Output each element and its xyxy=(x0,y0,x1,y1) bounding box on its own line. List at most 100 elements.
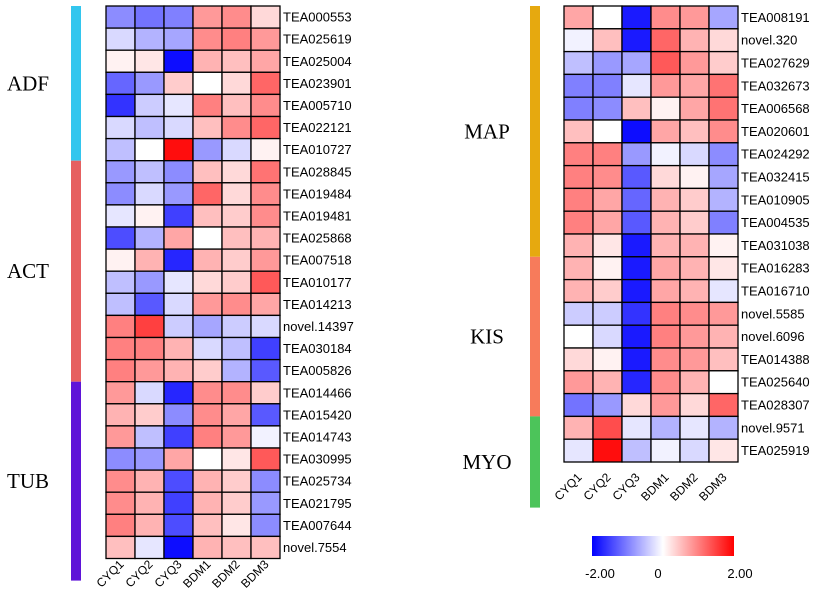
heatmap-cell xyxy=(592,142,623,167)
heatmap-cell xyxy=(134,49,165,73)
heatmap-cell xyxy=(621,73,652,98)
heatmap-cell xyxy=(192,93,223,118)
heatmap-cell xyxy=(163,336,194,361)
heatmap-cell xyxy=(105,160,136,184)
heatmap-cell xyxy=(250,469,281,493)
heatmap-cell xyxy=(621,119,652,144)
heatmap-cell xyxy=(708,370,739,395)
heatmap-cell xyxy=(221,204,252,228)
heatmap-cell xyxy=(134,160,165,184)
legend-min-label: -2.00 xyxy=(585,566,615,581)
heatmap-cell xyxy=(192,27,223,51)
heatmap-cell xyxy=(105,513,136,538)
heatmap-cell xyxy=(650,164,681,190)
heatmap-cell xyxy=(134,248,165,272)
heatmap-cell xyxy=(679,278,710,304)
heatmap-cell xyxy=(221,115,252,140)
heatmap-cell xyxy=(563,210,594,235)
heatmap-cell xyxy=(105,49,136,73)
heatmap-cell xyxy=(708,438,739,463)
column-label: BDM3 xyxy=(696,470,730,504)
heatmap-cell xyxy=(650,210,681,235)
heatmap-cell xyxy=(708,142,739,167)
row-label: novel.14397 xyxy=(283,319,354,334)
row-label: TEA019484 xyxy=(283,186,352,201)
group-color-bar xyxy=(71,160,81,382)
heatmap-cell xyxy=(105,403,136,427)
heatmap-cell xyxy=(192,137,223,162)
heatmap-cell xyxy=(163,248,194,272)
heatmap-cell xyxy=(563,438,594,463)
heatmap-cell xyxy=(650,347,681,372)
heatmap-cell xyxy=(650,415,681,440)
heatmap-cell xyxy=(592,301,623,326)
row-label: TEA000553 xyxy=(283,10,352,25)
group-label: TUB xyxy=(7,469,49,493)
heatmap-cell xyxy=(192,248,223,272)
heatmap-cell xyxy=(105,137,136,162)
heatmap-cell xyxy=(592,278,623,304)
row-label: TEA024292 xyxy=(741,147,810,162)
column-label: CYQ3 xyxy=(610,470,643,503)
heatmap-cell xyxy=(650,278,681,304)
heatmap-cell xyxy=(192,115,223,140)
heatmap-cell xyxy=(134,182,165,206)
heatmap-cell xyxy=(679,233,710,258)
heatmap-cell xyxy=(134,381,165,405)
heatmap-cell xyxy=(221,5,252,29)
heatmap-cell xyxy=(134,71,165,96)
heatmap-cell xyxy=(163,314,194,339)
row-label: TEA005826 xyxy=(283,363,352,378)
heatmap-cell xyxy=(250,115,281,140)
heatmap-cell xyxy=(192,491,223,515)
heatmap-cell xyxy=(708,347,739,372)
heatmap-cell xyxy=(250,513,281,538)
heatmap-cell xyxy=(192,182,223,206)
heatmap-cell xyxy=(708,415,739,440)
row-label: TEA016710 xyxy=(741,284,810,299)
heatmap-cell xyxy=(221,358,252,383)
heatmap-cell xyxy=(679,5,710,30)
row-label: novel.6096 xyxy=(741,329,805,344)
heatmap-cell xyxy=(563,415,594,440)
heatmap-cell xyxy=(621,278,652,304)
heatmap-cell xyxy=(650,73,681,98)
row-label: TEA025734 xyxy=(283,474,352,489)
heatmap-cell xyxy=(250,336,281,361)
heatmap-cell xyxy=(679,324,710,349)
heatmap-cell xyxy=(221,49,252,73)
heatmap-cell xyxy=(163,425,194,449)
heatmap-cell xyxy=(192,469,223,493)
heatmap-cell xyxy=(621,438,652,463)
heatmap-cell xyxy=(163,5,194,29)
heatmap-cell xyxy=(105,314,136,339)
heatmap-cell xyxy=(708,164,739,190)
heatmap-cell xyxy=(221,226,252,250)
heatmap-cell xyxy=(679,301,710,326)
row-label: TEA025619 xyxy=(283,32,352,47)
heatmap-cell xyxy=(192,160,223,184)
group-color-bar xyxy=(530,416,540,508)
heatmap-cell xyxy=(708,187,739,212)
heatmap-cell xyxy=(250,358,281,383)
heatmap-cell xyxy=(221,491,252,515)
heatmap-cell xyxy=(563,392,594,418)
heatmap-cell xyxy=(563,73,594,98)
heatmap-cell xyxy=(163,535,194,560)
heatmap-cell xyxy=(679,392,710,418)
row-label: TEA019481 xyxy=(283,209,352,224)
row-label: TEA014388 xyxy=(741,352,810,367)
heatmap-cell xyxy=(163,491,194,515)
row-label: TEA025004 xyxy=(283,54,352,69)
heatmap-cell xyxy=(163,27,194,51)
heatmap-cell xyxy=(105,336,136,361)
heatmap-cell xyxy=(679,96,710,121)
heatmap-cell xyxy=(105,182,136,206)
heatmap-cell xyxy=(621,324,652,349)
heatmap-cell xyxy=(163,270,194,294)
column-label: CYQ1 xyxy=(552,470,585,503)
heatmap-cell xyxy=(563,370,594,395)
group-color-bar xyxy=(71,6,81,161)
heatmap-cell xyxy=(650,5,681,30)
row-label: TEA016283 xyxy=(741,261,810,276)
